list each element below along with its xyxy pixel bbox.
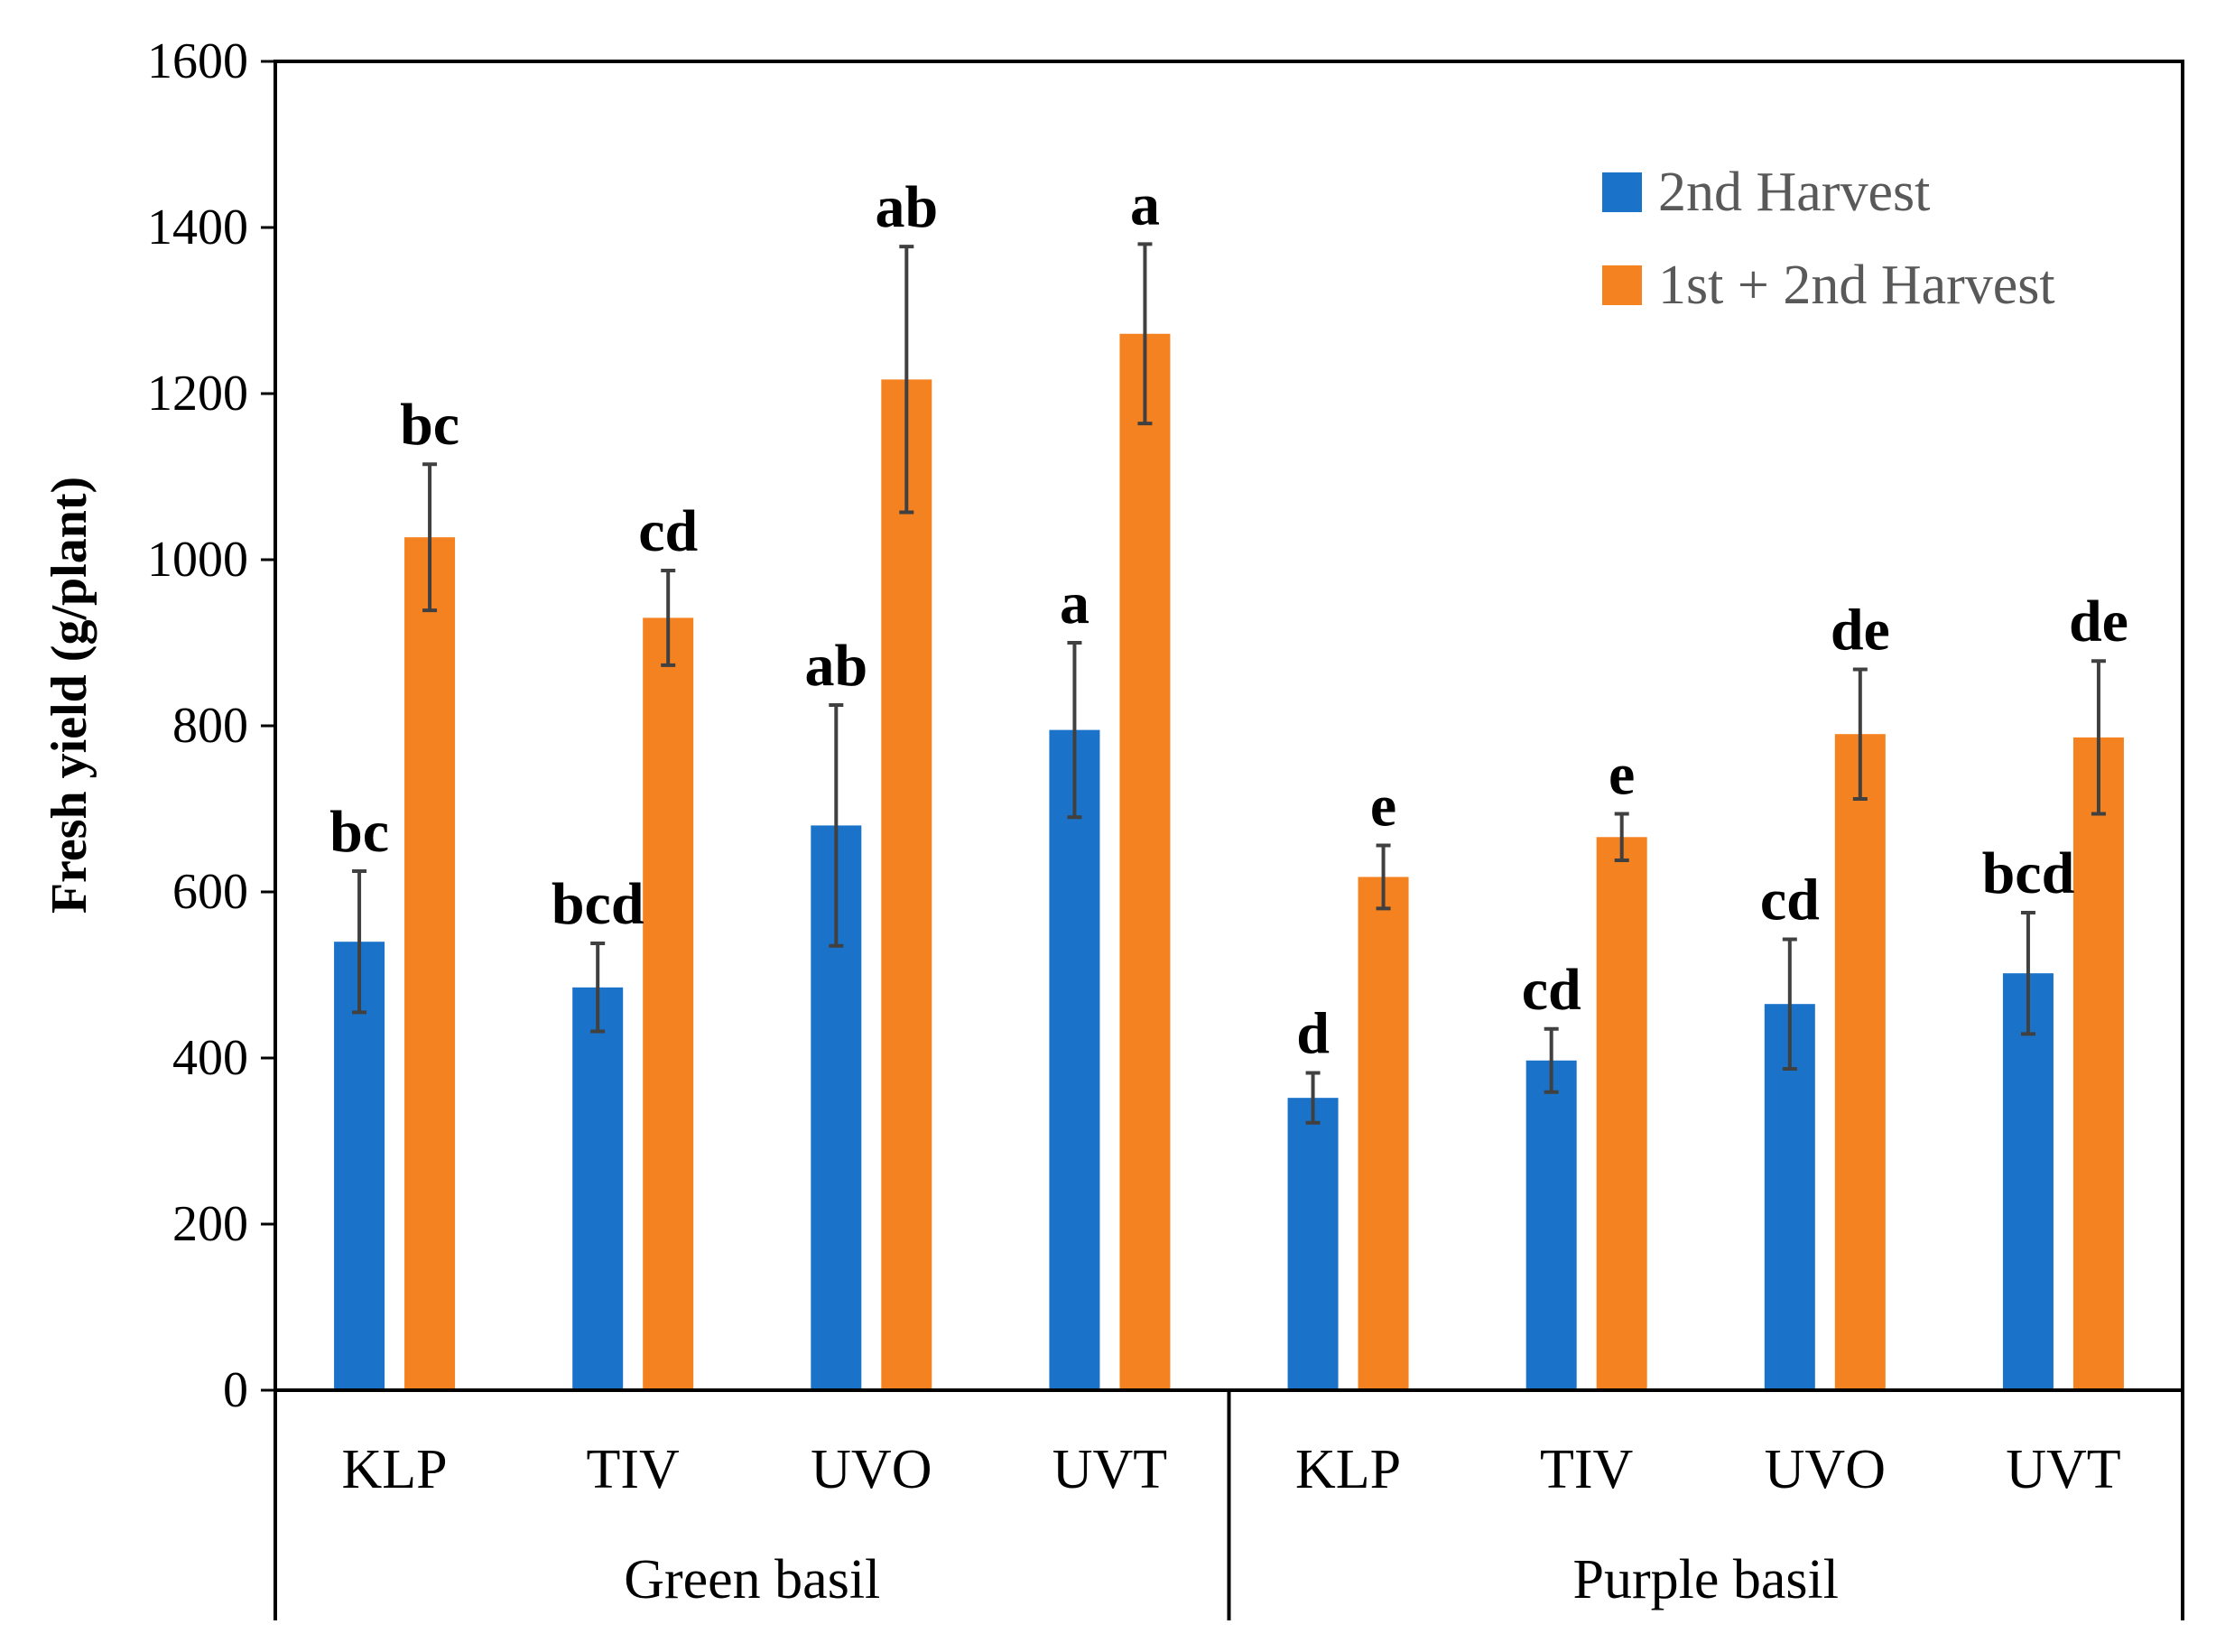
significance-label: e xyxy=(1609,742,1635,808)
legend: 2nd Harvest 1st + 2nd Harvest xyxy=(1602,162,2055,316)
bar xyxy=(1119,333,1171,1390)
bar xyxy=(1049,729,1100,1390)
y-axis-title: Fresh yield (g/plant) xyxy=(42,477,97,914)
significance-label: de xyxy=(1831,597,1890,663)
y-tick-label: 1000 xyxy=(147,532,248,588)
significance-label: cd xyxy=(638,498,698,564)
bar xyxy=(643,617,694,1390)
category-label: TIV xyxy=(587,1439,681,1500)
bar xyxy=(2072,737,2124,1390)
bar xyxy=(404,537,456,1390)
category-label: UVO xyxy=(1765,1439,1886,1500)
y-tick-label: 600 xyxy=(172,864,248,920)
significance-label: a xyxy=(1130,172,1160,237)
category-label: UVT xyxy=(2006,1439,2120,1500)
error-bars xyxy=(352,242,2106,1125)
bars xyxy=(334,333,2124,1390)
group-label: Purple basil xyxy=(1573,1549,1839,1610)
legend-label: 2nd Harvest xyxy=(1658,162,1930,223)
bar xyxy=(1596,837,1647,1390)
axes xyxy=(274,60,2184,1620)
y-tick-label: 1200 xyxy=(147,366,248,422)
y-tick-label: 400 xyxy=(172,1030,248,1086)
y-axis-ticks: 0 200 400 600 800 1000 1200 1400 1600 xyxy=(147,33,275,1418)
bar xyxy=(1525,1060,1577,1390)
category-label: UVO xyxy=(811,1439,932,1500)
bar xyxy=(881,379,932,1390)
group-label: Green basil xyxy=(624,1549,880,1610)
significance-label: e xyxy=(1370,773,1396,839)
significance-label: cd xyxy=(1522,957,1581,1023)
significance-labels: bc bcd ab a d cd cd bcd bc cd ab a e e de de xyxy=(329,172,2128,1066)
bar xyxy=(1834,734,1886,1390)
bar xyxy=(2002,973,2054,1390)
bar xyxy=(334,942,385,1390)
y-tick-label: 1400 xyxy=(147,200,248,255)
category-label: KLP xyxy=(1295,1439,1401,1500)
significance-label: de xyxy=(2069,589,2128,654)
significance-label: bcd xyxy=(552,871,644,937)
significance-label: ab xyxy=(804,633,867,699)
bar xyxy=(1287,1098,1339,1390)
y-tick-label: 0 xyxy=(223,1362,248,1418)
significance-label: a xyxy=(1060,571,1089,636)
category-label: TIV xyxy=(1540,1439,1634,1500)
significance-label: cd xyxy=(1760,867,1820,933)
x-axis-labels: KLP TIV UVO UVT KLP TIV UVO UVT Green basil Purpl… xyxy=(341,1439,2120,1610)
y-tick-label: 1600 xyxy=(147,33,248,89)
legend-swatch xyxy=(1602,265,1642,305)
significance-label: d xyxy=(1296,1001,1330,1067)
significance-label: bc xyxy=(400,392,459,458)
significance-label: bcd xyxy=(1982,840,2075,906)
bar xyxy=(572,987,624,1390)
category-label: KLP xyxy=(341,1439,447,1500)
y-tick-label: 200 xyxy=(172,1196,248,1252)
legend-swatch xyxy=(1602,172,1642,212)
significance-label: bc xyxy=(329,799,389,865)
significance-label: ab xyxy=(875,174,938,240)
bar xyxy=(1358,877,1409,1390)
category-label: UVT xyxy=(1052,1439,1167,1500)
legend-label: 1st + 2nd Harvest xyxy=(1658,255,2055,316)
y-tick-label: 800 xyxy=(172,698,248,754)
